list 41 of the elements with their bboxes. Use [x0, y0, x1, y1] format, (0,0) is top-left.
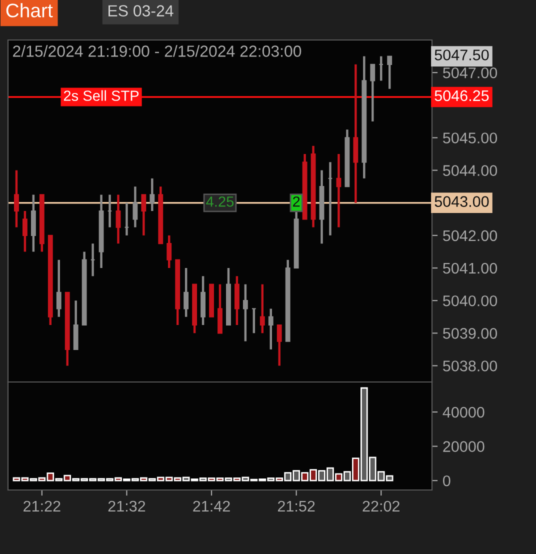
candlestick: [370, 63, 376, 123]
ref-line-label: 5043.00: [434, 196, 489, 207]
candlestick: [150, 177, 155, 212]
candlestick: [141, 194, 146, 237]
x-tick-label: 21:32: [108, 500, 146, 512]
y-tick-label: 0: [443, 475, 450, 486]
chart-title: 2/15/2024 21:19:00 - 2/15/2024 22:03:00: [13, 45, 302, 57]
y-tick-label: 5042.00: [443, 230, 498, 242]
y-tick-label: 5047.00: [443, 67, 498, 78]
candlestick: [268, 308, 274, 351]
text: Chart: [6, 3, 53, 18]
candlestick: [336, 152, 342, 228]
candlestick: [116, 194, 121, 245]
candlestick: [242, 283, 248, 342]
annotation: 4.25: [206, 196, 234, 207]
x-tick-label: 22:02: [362, 500, 400, 512]
y-tick-label: 5045.00: [443, 132, 498, 144]
candlestick: [184, 266, 189, 318]
y-tick-label: 5044.00: [443, 165, 498, 176]
x-tick-label: 21:42: [193, 500, 230, 512]
y-tick-label: 5038.00: [443, 360, 498, 372]
x-tick-label: 21:52: [278, 500, 315, 512]
y-tick-label: 5040.00: [443, 295, 498, 306]
y-tick-label: 20000: [443, 441, 484, 452]
x-tick-label: 21:22: [24, 500, 60, 512]
candlestick: [260, 283, 265, 334]
candlestick: [276, 324, 282, 367]
y-tick-label: 5039.00: [443, 328, 498, 339]
candlestick: [22, 210, 28, 253]
candlestick: [387, 55, 392, 90]
candlestick: [56, 258, 62, 318]
annotation: 2s Sell STP: [64, 90, 139, 101]
candlestick: [166, 234, 172, 270]
ref-line-label: 5046.25: [434, 90, 489, 102]
text: 5047.50: [434, 50, 489, 60]
y-tick-label: 40000: [442, 406, 484, 418]
candlestick: [132, 185, 138, 228]
candlestick: [14, 169, 19, 228]
y-tick-label: 5041.00: [443, 262, 498, 274]
annotation: 2: [293, 196, 300, 207]
text: ES 03-24: [108, 5, 174, 16]
